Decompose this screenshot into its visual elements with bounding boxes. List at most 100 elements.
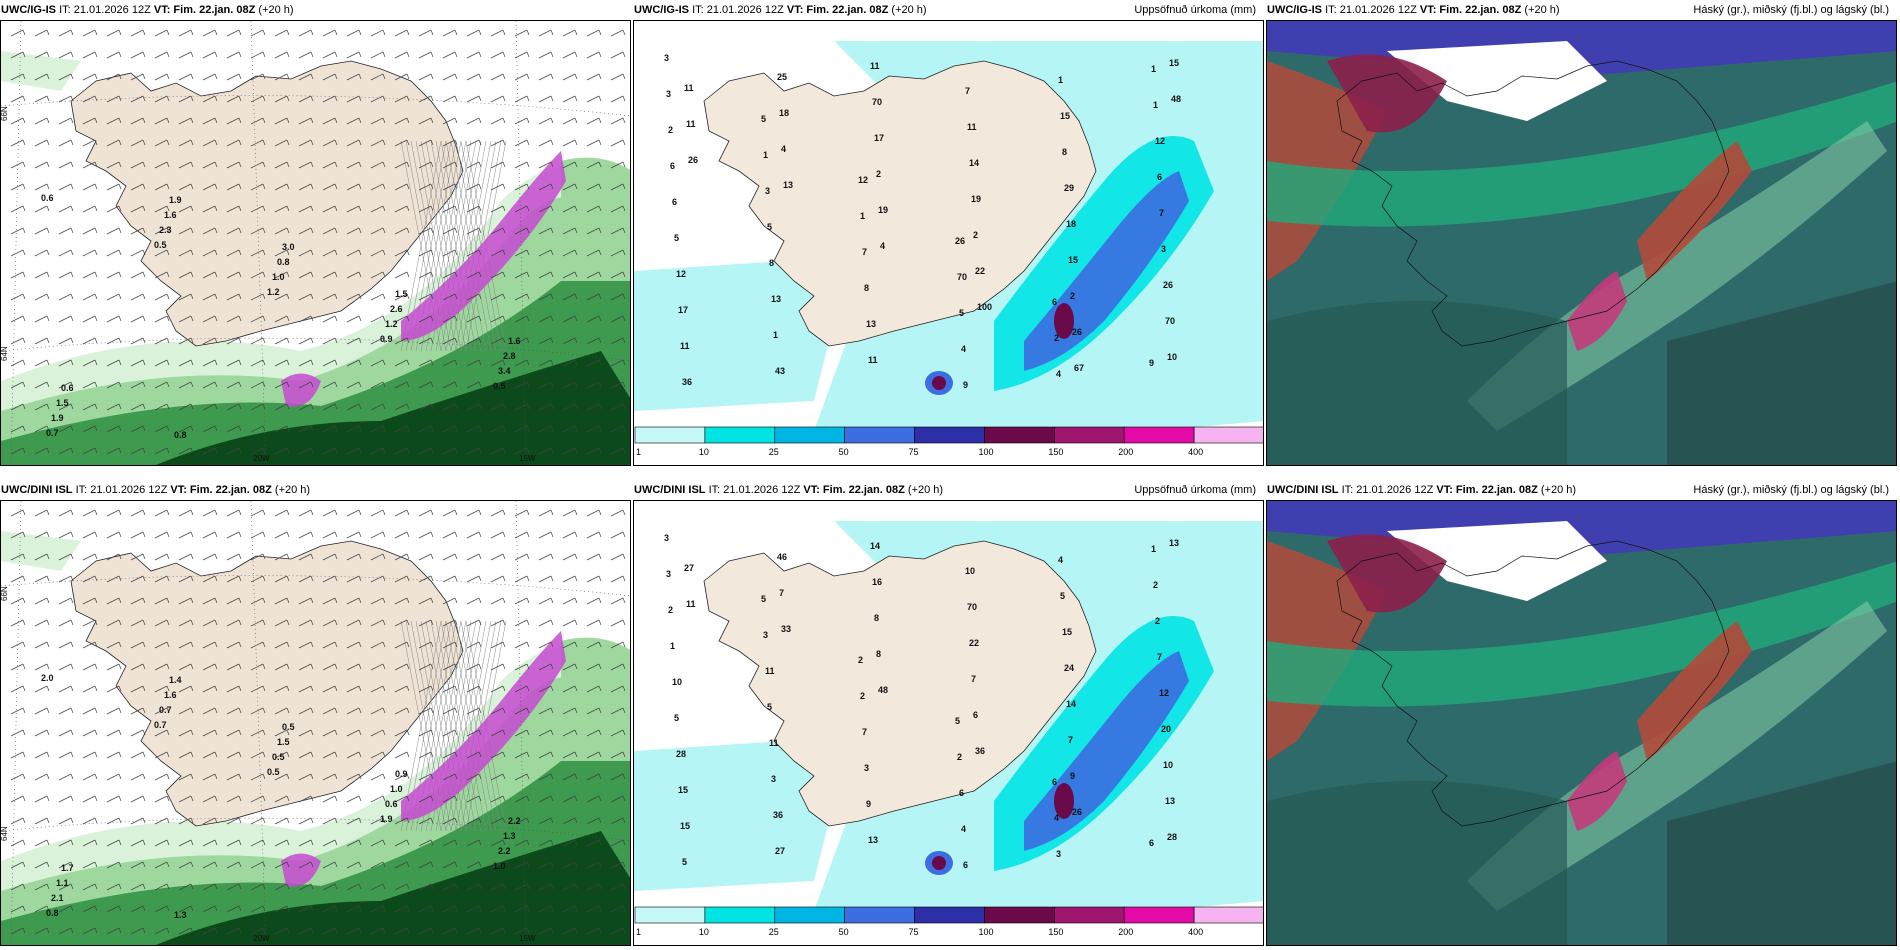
legend-swatch: [774, 426, 845, 444]
value-label: 6: [670, 161, 675, 171]
panel-header: UWC/IG-IS IT: 21.01.2026 12Z VT: Fim. 22…: [633, 0, 1264, 20]
value-label: 1.5: [395, 289, 408, 299]
value-label: 8: [876, 649, 881, 659]
lead-time: (+20 h): [907, 484, 944, 496]
value-label: 11: [686, 599, 696, 609]
legend-swatch: [1193, 906, 1263, 924]
legend-swatch: [914, 426, 985, 444]
value-label: 3: [666, 89, 671, 99]
value-label: 26: [1163, 280, 1173, 290]
graticule: [1, 501, 630, 945]
value-label: 14: [1066, 699, 1076, 709]
legend-tick: 200: [1118, 927, 1133, 937]
value-label: 4: [1056, 369, 1061, 379]
map-cloud[interactable]: [1266, 20, 1897, 466]
value-label: 8: [874, 613, 879, 623]
heavy-precip-cell: [281, 853, 321, 887]
value-label: 5: [767, 222, 772, 232]
value-label: 1.3: [503, 831, 516, 841]
value-label: 28: [676, 749, 686, 759]
value-label: 1.5: [56, 398, 69, 408]
value-label: 6: [1149, 838, 1154, 848]
value-label: 2: [957, 752, 962, 762]
map-wind[interactable]: 66N 64N 20W 15W 2.0 0.7 0.5 1.9 1.0 0.8 0.7 0.5 0.6 2…: [0, 500, 631, 946]
precip-shading: [1, 51, 630, 465]
panel-header: UWC/IG-IS IT: 21.01.2026 12Z VT: Fim. 22…: [0, 0, 631, 20]
value-label: 70: [1165, 316, 1175, 326]
panel-ig-cloud: UWC/IG-IS IT: 21.01.2026 12Z VT: Fim. 22…: [1266, 0, 1897, 466]
value-label: 1.6: [508, 336, 521, 346]
value-label: 10: [672, 677, 682, 687]
value-label: 1.9: [169, 195, 182, 205]
value-label: 19: [971, 194, 981, 204]
legend-swatch: [844, 426, 915, 444]
value-label: 26: [1072, 327, 1082, 337]
value-label: 19: [878, 205, 888, 215]
value-label: 0.7: [159, 705, 172, 715]
value-label: 22: [975, 266, 985, 276]
value-label: 1.1: [56, 878, 69, 888]
value-label: 1: [860, 211, 865, 221]
value-label: 2: [1054, 333, 1059, 343]
panel-dini-wind: UWC/DINI ISL IT: 21.01.2026 12Z VT: Fim.…: [0, 480, 631, 946]
panel-subtitle: Uppsöfnuð úrkoma (mm): [1134, 484, 1256, 496]
value-label: 12: [676, 269, 686, 279]
panel-header: UWC/IG-IS IT: 21.01.2026 12Z VT: Fim. 22…: [1266, 0, 1897, 20]
value-label: 4: [1054, 813, 1059, 823]
value-label: 1: [773, 330, 778, 340]
legend-swatch: [914, 906, 985, 924]
legend-tick: 200: [1118, 447, 1133, 457]
lead-time: (+20 h): [891, 4, 927, 16]
value-label: 4: [1058, 555, 1063, 565]
legend-tick: 1: [636, 447, 641, 457]
value-label: 13: [868, 835, 878, 845]
value-label: 2: [973, 230, 978, 240]
value-label: 18: [1066, 219, 1076, 229]
value-label: 1.2: [385, 319, 398, 329]
lon-label: 15W: [519, 934, 536, 943]
value-label: 1.0: [272, 272, 285, 282]
value-label: 17: [874, 133, 884, 143]
value-label: 8: [769, 258, 774, 268]
value-label: 5: [682, 857, 687, 867]
value-label: 0.5: [154, 240, 167, 250]
legend-swatch: [984, 906, 1055, 924]
valid-time: VT: Fim. 22.jan. 08Z: [1436, 484, 1538, 496]
model-name: UWC/DINI ISL: [1267, 484, 1339, 496]
value-label: 17: [678, 305, 688, 315]
value-label: 22: [969, 638, 979, 648]
value-label: 0.5: [267, 767, 280, 777]
map-cloud[interactable]: [1266, 500, 1897, 946]
value-label: 14: [969, 158, 979, 168]
panel-header: UWC/DINI ISL IT: 21.01.2026 12Z VT: Fim.…: [1266, 480, 1897, 500]
value-label: 2.0: [41, 673, 54, 683]
value-label: 0.8: [174, 430, 187, 440]
value-label: 5: [1060, 591, 1065, 601]
panel-ig-precip: UWC/IG-IS IT: 21.01.2026 12Z VT: Fim. 22…: [633, 0, 1264, 466]
value-label: 2.1: [51, 893, 64, 903]
value-label: 0.5: [493, 381, 506, 391]
value-label: 7: [862, 247, 867, 257]
init-time: IT: 21.01.2026 12Z: [1325, 4, 1417, 16]
iceland-outline: [1336, 60, 1730, 347]
value-label: 5: [959, 308, 964, 318]
color-legend: 1 10 25 50 75 100 150 200 400: [634, 906, 1263, 937]
value-label: 1.4: [169, 675, 182, 685]
map-precip[interactable]: 3 5 2 5 6 6 3 3 2 2 4 1 2 11 7 6 3 2 1 5 3 4 4 2 10 11 9 6 5 7 5 3 13 10 1…: [633, 500, 1264, 946]
lat-label: 66N: [1, 106, 9, 121]
value-label: 20: [1161, 724, 1171, 734]
legend-tick: 100: [978, 447, 993, 457]
value-label: 43: [775, 366, 785, 376]
map-precip[interactable]: 3 5 12 26 6 9 3 1 1 70 2 1 2 3 7 5 4 1 6 5 8 4 1 12 6 8 13 9 15 6 5 13 1…: [633, 20, 1264, 466]
value-label: 6: [1157, 172, 1162, 182]
init-time: IT: 21.01.2026 12Z: [1341, 484, 1434, 496]
value-label: 48: [1171, 94, 1181, 104]
map-wind[interactable]: 66N 64N 20W 15W 0.6 0.5 1.2 0.9 0.5 0.7 2.3 1.0 1.2 3…: [0, 20, 631, 466]
value-label: 48: [878, 685, 888, 695]
panel-subtitle: Háský (gr.), miðský (fj.bl.) og lágský (…: [1693, 4, 1889, 16]
value-label: 29: [1064, 183, 1074, 193]
value-label: 4: [880, 241, 885, 251]
value-label: 9: [866, 799, 871, 809]
value-label: 10: [1163, 760, 1173, 770]
value-label: 15: [1062, 627, 1072, 637]
